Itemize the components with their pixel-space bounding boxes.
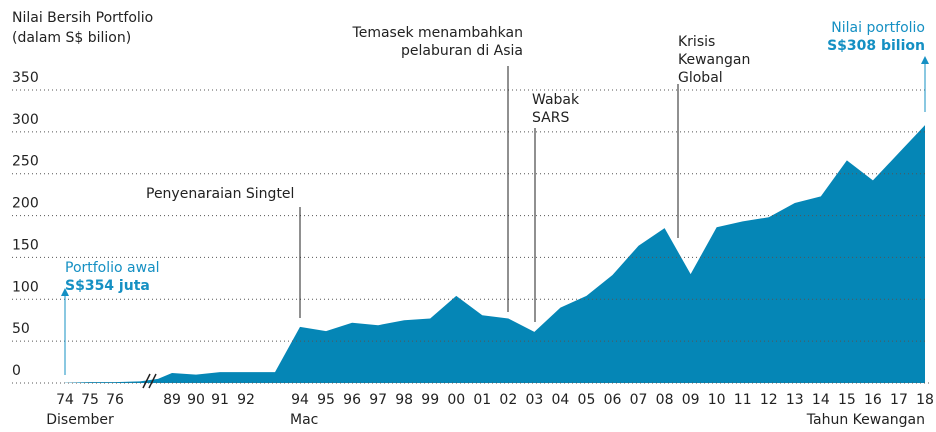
area: [65, 125, 925, 383]
x-tick-label: 95: [317, 392, 335, 408]
x-tick-label: 75: [81, 392, 99, 408]
annotation: Global: [678, 70, 723, 86]
x-tick-label: 74: [56, 392, 74, 408]
x-tick-label: 18: [916, 392, 934, 408]
annotation: Krisis: [678, 34, 715, 50]
y-axis-title: (dalam S$ bilion): [12, 30, 131, 46]
x-tick-label: 02: [499, 392, 517, 408]
x-tick-label: 97: [369, 392, 387, 408]
x-tick-label: 08: [656, 392, 674, 408]
y-tick-label: 350: [12, 70, 39, 86]
x-tick-label: 00: [447, 392, 465, 408]
x-tick-label: 03: [525, 392, 543, 408]
annotation: Wabak: [532, 92, 580, 108]
x-tick-label: 07: [630, 392, 648, 408]
annotation: Nilai portfolio: [831, 20, 925, 36]
x-tick-label: 15: [838, 392, 856, 408]
x-tick-label: 96: [343, 392, 361, 408]
x-tick-label: 92: [237, 392, 255, 408]
annotation: Penyenaraian Singtel: [146, 186, 294, 202]
x-tick-label: 14: [812, 392, 830, 408]
annotation: pelaburan di Asia: [401, 43, 523, 59]
annotation: S$308 bilion: [827, 38, 925, 54]
annotation: SARS: [532, 110, 569, 126]
y-tick-label: 0: [12, 363, 21, 379]
annotation: Portfolio awal: [65, 260, 160, 276]
x-tick-label: 09: [682, 392, 700, 408]
x-sublabel: Mac: [290, 412, 318, 428]
y-tick-label: 150: [12, 237, 39, 253]
annotation: S$354 juta: [65, 278, 150, 294]
x-tick-label: 94: [291, 392, 309, 408]
y-tick-label: 50: [12, 321, 30, 337]
y-tick-label: 300: [12, 112, 39, 128]
x-tick-label: 06: [604, 392, 622, 408]
x-tick-label: 01: [473, 392, 491, 408]
axis-break: [142, 373, 157, 389]
x-tick-label: 91: [211, 392, 229, 408]
y-tick-label: 250: [12, 154, 39, 170]
x-tick-label: 90: [187, 392, 205, 408]
x-tick-label: 98: [395, 392, 413, 408]
x-tick-label: 11: [734, 392, 752, 408]
x-tick-label: 04: [552, 392, 570, 408]
y-axis-title: Nilai Bersih Portfolio: [12, 10, 153, 26]
x-sublabel: Disember: [46, 412, 114, 428]
y-tick-label: 200: [12, 196, 39, 212]
annotation: Temasek menambahkan: [352, 25, 523, 41]
x-tick-label: 12: [760, 392, 778, 408]
x-tick-label: 13: [786, 392, 804, 408]
annotation: Kewangan: [678, 52, 750, 68]
x-tick-label: 76: [106, 392, 124, 408]
x-tick-label: 10: [708, 392, 726, 408]
x-tick-label: 17: [890, 392, 908, 408]
x-tick-label: 99: [421, 392, 439, 408]
x-tick-label: 16: [864, 392, 882, 408]
y-tick-label: 100: [12, 279, 39, 295]
x-axis-title: Tahun Kewangan: [806, 412, 925, 428]
x-tick-label: 89: [163, 392, 181, 408]
x-tick-label: 05: [578, 392, 596, 408]
